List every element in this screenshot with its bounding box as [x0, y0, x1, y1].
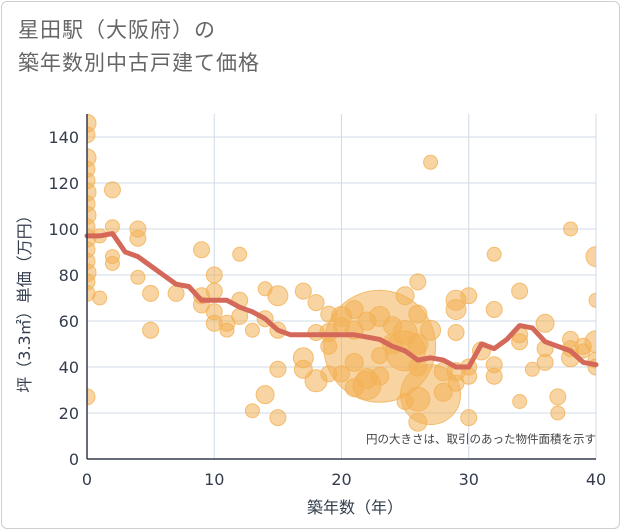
data-point-40 — [244, 322, 260, 338]
grid-lines — [87, 114, 597, 459]
x-tick-label-30: 30 — [459, 470, 479, 489]
data-point-75 — [395, 286, 415, 306]
data-point-45 — [267, 285, 289, 307]
axes — [86, 114, 596, 460]
data-point-26 — [142, 321, 160, 339]
data-point-86 — [420, 319, 442, 341]
data-point-98 — [460, 409, 478, 427]
data-point-28 — [193, 241, 211, 259]
data-point-31 — [205, 266, 223, 284]
data-point-25 — [142, 284, 160, 302]
data-point-104 — [511, 282, 529, 300]
data-point-100 — [486, 246, 502, 262]
y-tick-label-80: 80 — [59, 266, 79, 285]
data-point-72 — [370, 366, 390, 386]
y-axis-label: 坪（3.3㎡）単価（万円） — [15, 207, 34, 392]
y-tick-label-40: 40 — [59, 358, 79, 377]
data-point-112 — [549, 388, 567, 406]
y-tick-label-0: 0 — [69, 450, 79, 469]
chart-title: 星田駅（大阪府）の 築年数別中古戸建て価格 — [18, 14, 578, 80]
data-point-18 — [103, 181, 121, 199]
data-point-48 — [269, 409, 287, 427]
y-tick-label-140: 140 — [48, 128, 79, 147]
data-point-101 — [485, 301, 503, 318]
y-tick-label-120: 120 — [48, 174, 79, 193]
data-point-32 — [205, 282, 223, 300]
chart-title-line-2: 築年数別中古戸建て価格 — [18, 51, 260, 75]
data-point-120 — [585, 246, 596, 268]
data-point-36 — [219, 322, 235, 338]
data-point-91 — [445, 299, 467, 320]
y-tick-label-100: 100 — [48, 220, 79, 239]
data-point-17 — [92, 290, 108, 306]
data-point-114 — [563, 221, 579, 237]
data-point-113 — [550, 405, 566, 421]
data-point-44 — [255, 385, 275, 405]
data-point-92 — [447, 324, 465, 341]
data-point-49 — [294, 282, 312, 300]
data-point-69 — [323, 289, 437, 403]
data-point-106 — [511, 333, 529, 351]
data-point-109 — [535, 313, 555, 333]
bubble-size-note: 円の大きさは、取引のあった物件面積を示す — [366, 432, 596, 446]
data-point-79 — [409, 273, 427, 291]
x-tick-label-40: 40 — [586, 470, 606, 489]
data-point-89 — [433, 382, 453, 402]
x-tick-label-0: 0 — [82, 470, 92, 489]
data-point-103 — [485, 367, 503, 385]
data-point-80 — [408, 304, 428, 324]
data-point-107 — [512, 394, 528, 409]
data-point-95 — [460, 287, 478, 305]
data-point-23 — [129, 229, 147, 247]
data-point-121 — [588, 292, 596, 308]
data-point-97 — [460, 367, 478, 385]
x-tick-label-20: 20 — [331, 470, 351, 489]
data-point-21 — [104, 256, 120, 271]
trend-line — [84, 231, 599, 370]
tick-labels: 0 10 20 30 40 0 20 40 60 80 100 120 140 — [48, 128, 606, 489]
data-point-27 — [167, 284, 185, 302]
data-point-41 — [244, 403, 260, 419]
data-point-85 — [423, 154, 439, 170]
y-tick-label-20: 20 — [59, 404, 79, 423]
data-point-52 — [307, 294, 325, 312]
data-point-47 — [269, 360, 287, 378]
y-tick-label-60: 60 — [59, 312, 79, 331]
data-point-37 — [232, 246, 248, 262]
x-tick-label-10: 10 — [204, 470, 224, 489]
bubble-layer — [87, 113, 596, 432]
data-point-81 — [407, 333, 429, 355]
data-point-1 — [87, 126, 96, 144]
data-point-24 — [130, 269, 146, 285]
data-point-122 — [584, 330, 596, 354]
data-point-15 — [87, 388, 96, 406]
data-point-111 — [536, 353, 554, 371]
data-point-108 — [524, 361, 540, 377]
chart-title-line-1: 星田駅（大阪府）の — [18, 18, 216, 42]
x-axis-label: 築年数（年） — [307, 498, 403, 517]
